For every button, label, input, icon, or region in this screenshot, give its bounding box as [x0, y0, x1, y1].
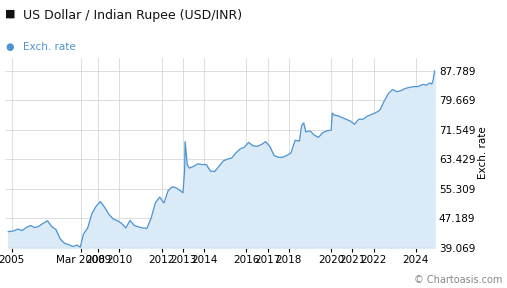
Text: ●: ● — [5, 42, 14, 52]
Text: US Dollar / Indian Rupee (USD/INR): US Dollar / Indian Rupee (USD/INR) — [23, 9, 242, 22]
Text: ■: ■ — [5, 9, 16, 19]
Text: Exch. rate: Exch. rate — [23, 42, 76, 52]
Y-axis label: Exch. rate: Exch. rate — [478, 126, 488, 179]
Text: © Chartoasis.com: © Chartoasis.com — [414, 275, 502, 285]
